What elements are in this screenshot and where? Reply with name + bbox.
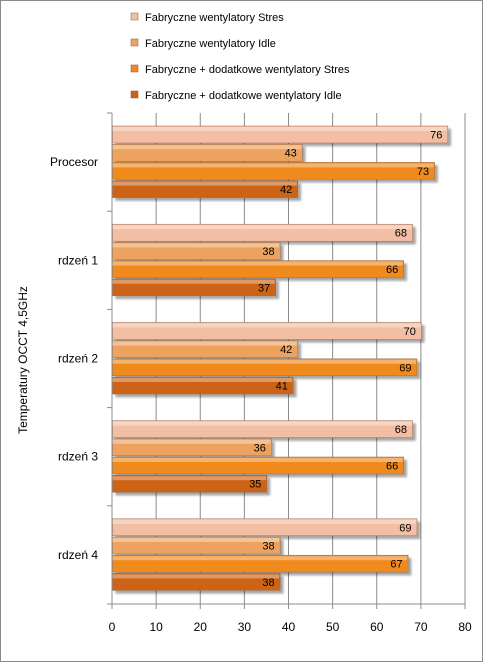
x-tick-label: 20: [194, 620, 208, 634]
bar-highlight: [112, 458, 403, 462]
y-category-label: rdzeń 3: [58, 450, 98, 464]
bar-highlight: [112, 323, 421, 328]
y-axis-title: Temperatury OCCT 4,5GHz: [16, 286, 30, 434]
bar-value-label: 37: [258, 282, 270, 294]
bar-value-label: 69: [399, 362, 411, 374]
bar-highlight: [112, 145, 302, 150]
bar-highlight: [112, 519, 416, 524]
legend-label-4: Fabryczne + dodatkowe wentylatory Idle: [145, 90, 342, 102]
x-tick-label: 0: [109, 620, 116, 634]
y-category-label: rdzeń 1: [58, 253, 98, 267]
bar-value-label: 68: [395, 228, 407, 240]
x-tick-label: 30: [238, 620, 252, 634]
bar-highlight: [112, 181, 297, 186]
legend: Fabryczne wentylatory Stres Fabryczne wen…: [130, 12, 350, 102]
x-tick-label: 10: [149, 620, 163, 634]
legend-label-2: Fabryczne wentylatory Idle: [145, 38, 276, 50]
bar-value-label: 41: [276, 381, 288, 393]
x-tick-label: 70: [414, 620, 428, 634]
bar-value-label: 38: [262, 246, 274, 258]
bar-highlight: [112, 261, 403, 266]
y-category-label: rdzeń 4: [58, 548, 98, 562]
bar-highlight: [112, 378, 293, 382]
bar-value-label: 36: [254, 442, 266, 454]
bar-value-label: 42: [280, 184, 292, 196]
x-tick-label: 40: [282, 620, 296, 634]
bar-value-label: 69: [399, 522, 411, 534]
bar-value-label: 66: [386, 461, 398, 473]
legend-swatch-3: [130, 64, 139, 73]
bar-highlight: [112, 359, 416, 364]
legend-label-3: Fabryczne + dodatkowe wentylatory Stres: [145, 64, 350, 76]
bar-value-label: 73: [417, 166, 429, 178]
y-category-label: rdzeń 2: [58, 352, 98, 366]
bar-value-label: 68: [395, 424, 407, 436]
legend-label-1: Fabryczne wentylatory Stres: [145, 12, 284, 24]
bar-value-label: 38: [262, 577, 274, 589]
legend-swatch-4: [130, 90, 139, 99]
x-tick-label: 80: [458, 620, 472, 634]
bar-highlight: [112, 163, 434, 168]
bar-value-label: 76: [430, 130, 442, 142]
bar-value-label: 38: [262, 541, 274, 553]
x-tick-label: 50: [326, 620, 340, 634]
axes: 0 10 20 30 40 50 60 70 80 Procesor rdzeń 1 rdzeń 2 r…: [50, 112, 472, 634]
bar-value-label: 67: [390, 559, 402, 571]
bar-highlight: [112, 127, 447, 131]
bar-value-label: 35: [249, 479, 261, 491]
x-tick-label: 60: [370, 620, 384, 634]
legend-swatch-2: [130, 38, 139, 47]
bar-value-label: 42: [280, 344, 292, 356]
bars: 76 43 73 42 68 38 66 37 70 42 69 41 68 36 66 35 69 38 67 38: [112, 125, 449, 591]
bar-highlight: [112, 243, 280, 248]
bar-highlight: [112, 574, 280, 579]
bar-highlight: [112, 476, 266, 481]
bar-value-label: 70: [404, 326, 416, 338]
legend-swatch-1: [130, 12, 139, 21]
y-category-label: Procesor: [50, 155, 98, 169]
bar-value-label: 43: [284, 148, 296, 160]
bar-highlight: [112, 421, 412, 426]
bar-highlight: [112, 439, 271, 444]
bar-highlight: [112, 225, 412, 230]
bar-highlight: [112, 279, 275, 284]
bar-value-label: 66: [386, 264, 398, 276]
bar-highlight: [112, 538, 280, 542]
bar-highlight: [112, 341, 297, 346]
bar-highlight: [112, 556, 408, 561]
